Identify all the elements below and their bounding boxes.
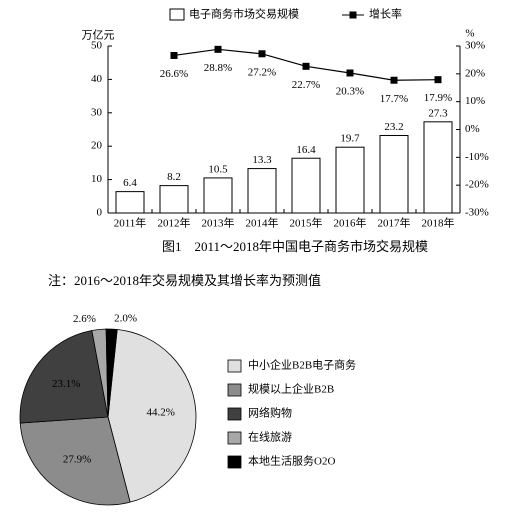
pie-slice — [19, 416, 131, 506]
legend-label: 网络购物 — [248, 406, 292, 420]
line-value-label: 20.3% — [336, 86, 364, 98]
y2-tick-label: 30% — [465, 40, 485, 52]
bar — [335, 146, 365, 214]
x-tick-label: 2013年 — [202, 216, 235, 230]
y-tick-label: 10 — [91, 173, 103, 185]
pie-slice — [19, 330, 109, 424]
slice-label: 2.0% — [114, 313, 137, 325]
legend-label: 电子商务市场交易规模 — [189, 7, 299, 21]
legend-label: 增长率 — [369, 7, 402, 21]
line-marker — [346, 69, 354, 77]
legend-swatch — [169, 8, 185, 21]
line-value-label: 26.6% — [160, 68, 188, 80]
legend-swatch — [227, 407, 242, 421]
y2-axis-title: % — [465, 28, 474, 40]
note: 注：2016～2018年交易规模及其增长率为预测值 — [48, 273, 321, 288]
x-tick-label: 2011年 — [114, 216, 147, 230]
line-marker — [214, 45, 222, 53]
bar-value-label: 8.2 — [167, 171, 181, 183]
bar-value-label: 27.3 — [428, 107, 448, 119]
legend-label: 本地生活服务O2O — [248, 454, 335, 468]
legend-marker — [349, 11, 357, 19]
x-tick-label: 2012年 — [158, 216, 191, 230]
line-marker — [390, 76, 398, 84]
bar — [379, 135, 409, 214]
legend-label: 规模以上企业B2B — [248, 382, 334, 396]
line-marker — [258, 50, 266, 58]
y2-tick-label: -20% — [465, 179, 489, 191]
y-tick-label: 30 — [91, 106, 103, 118]
bar-value-label: 19.7 — [340, 133, 360, 145]
x-tick-label: 2017年 — [378, 216, 411, 230]
legend-label: 中小企业B2B电子商务 — [248, 358, 356, 372]
y2-tick-label: 10% — [465, 95, 485, 107]
slice-label: 27.9% — [63, 453, 91, 465]
y-tick-label: 50 — [91, 40, 103, 52]
y2-tick-label: -30% — [465, 207, 489, 219]
line-marker — [434, 76, 442, 84]
y2-tick-label: 20% — [465, 67, 485, 79]
bar-value-label: 23.2 — [384, 121, 403, 133]
figure-caption: 图1 2011～2018年中国电子商务市场交易规模 — [162, 239, 428, 254]
x-tick-label: 2015年 — [290, 216, 323, 230]
y-axis-title: 万亿元 — [82, 29, 115, 42]
bar — [247, 168, 277, 214]
bar — [203, 177, 233, 214]
x-tick-label: 2014年 — [246, 216, 279, 230]
y-tick-label: 0 — [97, 207, 103, 219]
legend-swatch — [227, 383, 242, 397]
bar-value-label: 13.3 — [252, 154, 272, 166]
bar — [423, 121, 453, 214]
line-value-label: 27.2% — [248, 66, 276, 78]
slice-label: 2.6% — [73, 313, 96, 325]
bar-value-label: 6.4 — [123, 177, 137, 189]
line-value-label: 22.7% — [292, 79, 320, 91]
x-tick-label: 2018年 — [422, 216, 455, 230]
slice-label: 23.1% — [52, 378, 80, 390]
bar-value-label: 10.5 — [208, 163, 228, 175]
bar — [159, 185, 189, 214]
x-tick-label: 2016年 — [334, 216, 367, 230]
pie-slice — [105, 328, 118, 418]
bar — [115, 191, 145, 214]
y2-tick-label: 0% — [465, 123, 480, 135]
line-value-label: 28.8% — [204, 62, 232, 74]
y2-tick-label: -10% — [465, 151, 489, 163]
legend-swatch — [227, 455, 242, 469]
line-marker — [302, 62, 310, 70]
line-value-label: 17.7% — [380, 93, 408, 105]
pie-slice — [107, 329, 197, 503]
y-tick-label: 20 — [91, 140, 103, 152]
bar — [291, 157, 321, 214]
y-tick-label: 40 — [91, 73, 103, 85]
bar-value-label: 16.4 — [296, 144, 316, 156]
line-value-label: 17.9% — [424, 92, 452, 104]
legend-swatch — [227, 431, 242, 445]
legend-label: 在线旅游 — [248, 430, 292, 444]
line-marker — [170, 51, 178, 59]
legend-swatch — [227, 359, 242, 373]
slice-label: 44.2% — [146, 407, 174, 419]
